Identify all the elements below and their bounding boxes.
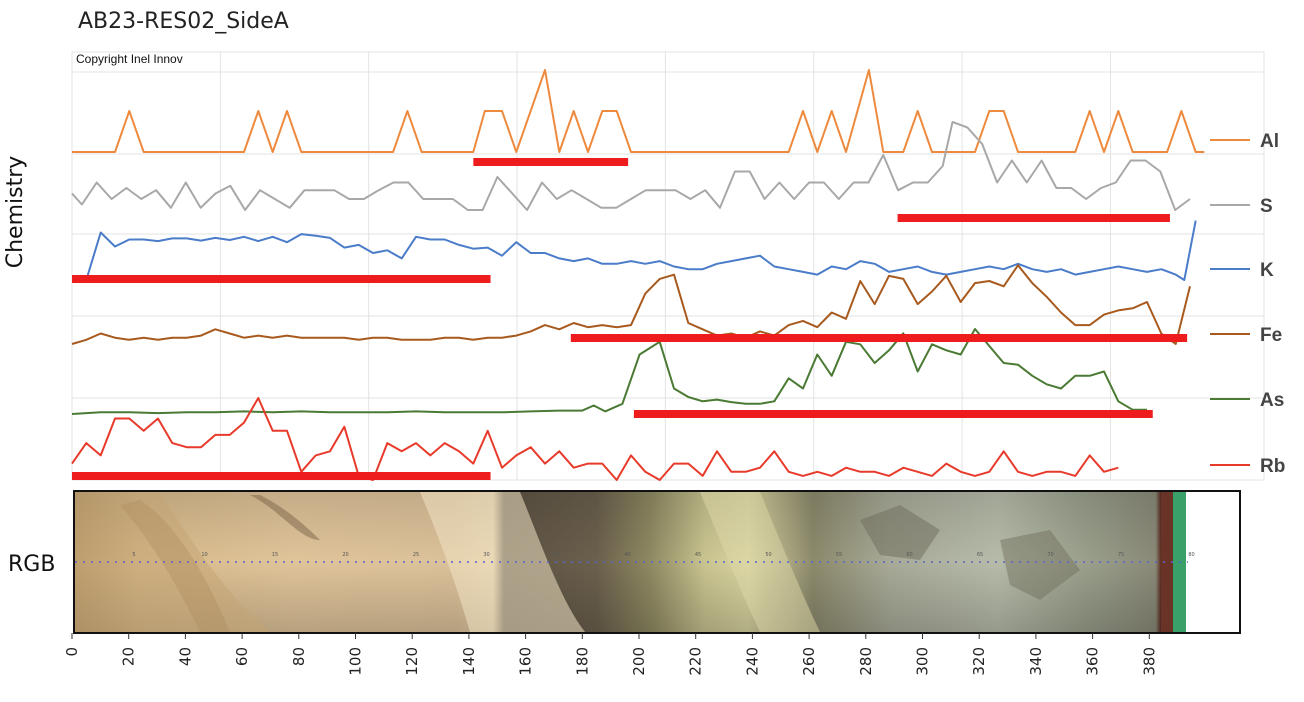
x-tick-label: 40 [176, 647, 194, 666]
rgb-panel-label: RGB [8, 552, 55, 577]
legend: Al S K Fe As Rb [1210, 131, 1285, 477]
core-scale-label: 5 [132, 552, 135, 558]
chemistry-axis-label: Chemistry [3, 156, 28, 269]
highlight-bar-rb [72, 472, 491, 480]
legend-label-as: As [1260, 390, 1284, 411]
x-tick-label: 180 [573, 647, 591, 676]
highlight-bar-as [633, 410, 1153, 418]
core-scale-label: 25 [413, 552, 419, 558]
x-tick-label: 100 [347, 647, 365, 676]
x-tick-label: 240 [743, 647, 761, 676]
copyright-text: Copyright Inel Innov [76, 52, 183, 66]
series-line-rb [71, 397, 1119, 481]
x-tick-label: 140 [460, 647, 478, 676]
x-tick-label: 260 [800, 647, 818, 676]
x-tick-label: 0 [63, 647, 81, 657]
legend-label-s: S [1260, 196, 1273, 217]
highlight-bar-s [897, 214, 1170, 222]
core-scale-label: 65 [977, 552, 983, 558]
x-tick-label: 360 [1084, 647, 1102, 676]
x-tick-label: 340 [1027, 647, 1045, 676]
series-line-s [71, 121, 1191, 211]
x-axis: 0 20 40 60 80 100 120 140 160 180 200 220 240 260 280 3… [63, 633, 1158, 676]
highlight-bars [72, 158, 1188, 480]
highlight-bar-al [473, 158, 629, 166]
x-tick-label: 120 [403, 647, 421, 676]
rgb-core-image: 5 10 15 20 25 30 35 40 45 50 55 60 65 70 75 80 [73, 490, 1241, 634]
x-tick-label: 160 [517, 647, 535, 676]
x-tick-label: 60 [233, 647, 251, 666]
core-depth-scale: 5 10 15 20 25 30 35 40 45 50 55 60 65 70 75 80 [132, 552, 1194, 558]
series-line-fe [71, 264, 1191, 345]
legend-label-al: Al [1260, 131, 1279, 152]
x-tick-label: 300 [914, 647, 932, 676]
highlight-bar-k [72, 275, 491, 283]
core-scale-label: 30 [483, 552, 489, 558]
core-scale-label: 15 [272, 552, 278, 558]
series-line-as [71, 328, 1147, 415]
x-tick-label: 380 [1140, 647, 1158, 676]
highlight-bar-fe [570, 334, 1188, 342]
core-scale-label: 70 [1047, 552, 1053, 558]
series-line-al [72, 69, 1205, 153]
x-tick-label: 80 [290, 647, 308, 666]
core-scale-label: 80 [1188, 552, 1194, 558]
x-tick-label: 220 [687, 647, 705, 676]
core-scale-label: 20 [342, 552, 348, 558]
core-scale-label: 40 [624, 552, 630, 558]
x-tick-label: 320 [970, 647, 988, 676]
core-scale-label: 60 [906, 552, 912, 558]
core-scale-label: 55 [836, 552, 842, 558]
legend-label-k: K [1260, 260, 1274, 281]
core-scale-label: 10 [201, 552, 207, 558]
core-scale-label: 45 [695, 552, 701, 558]
core-scale-label: 75 [1118, 552, 1124, 558]
chart-title: AB23-RES02_SideA [78, 9, 289, 34]
x-tick-label: 200 [630, 647, 648, 676]
core-scale-label: 35 [554, 552, 560, 558]
x-tick-label: 20 [120, 647, 138, 666]
legend-label-rb: Rb [1260, 456, 1285, 477]
series-line-k [72, 220, 1197, 281]
series-lines [71, 69, 1205, 481]
core-scale-label: 50 [765, 552, 771, 558]
x-tick-label: 280 [857, 647, 875, 676]
legend-label-fe: Fe [1260, 325, 1282, 346]
plot-area-border [71, 51, 1265, 481]
